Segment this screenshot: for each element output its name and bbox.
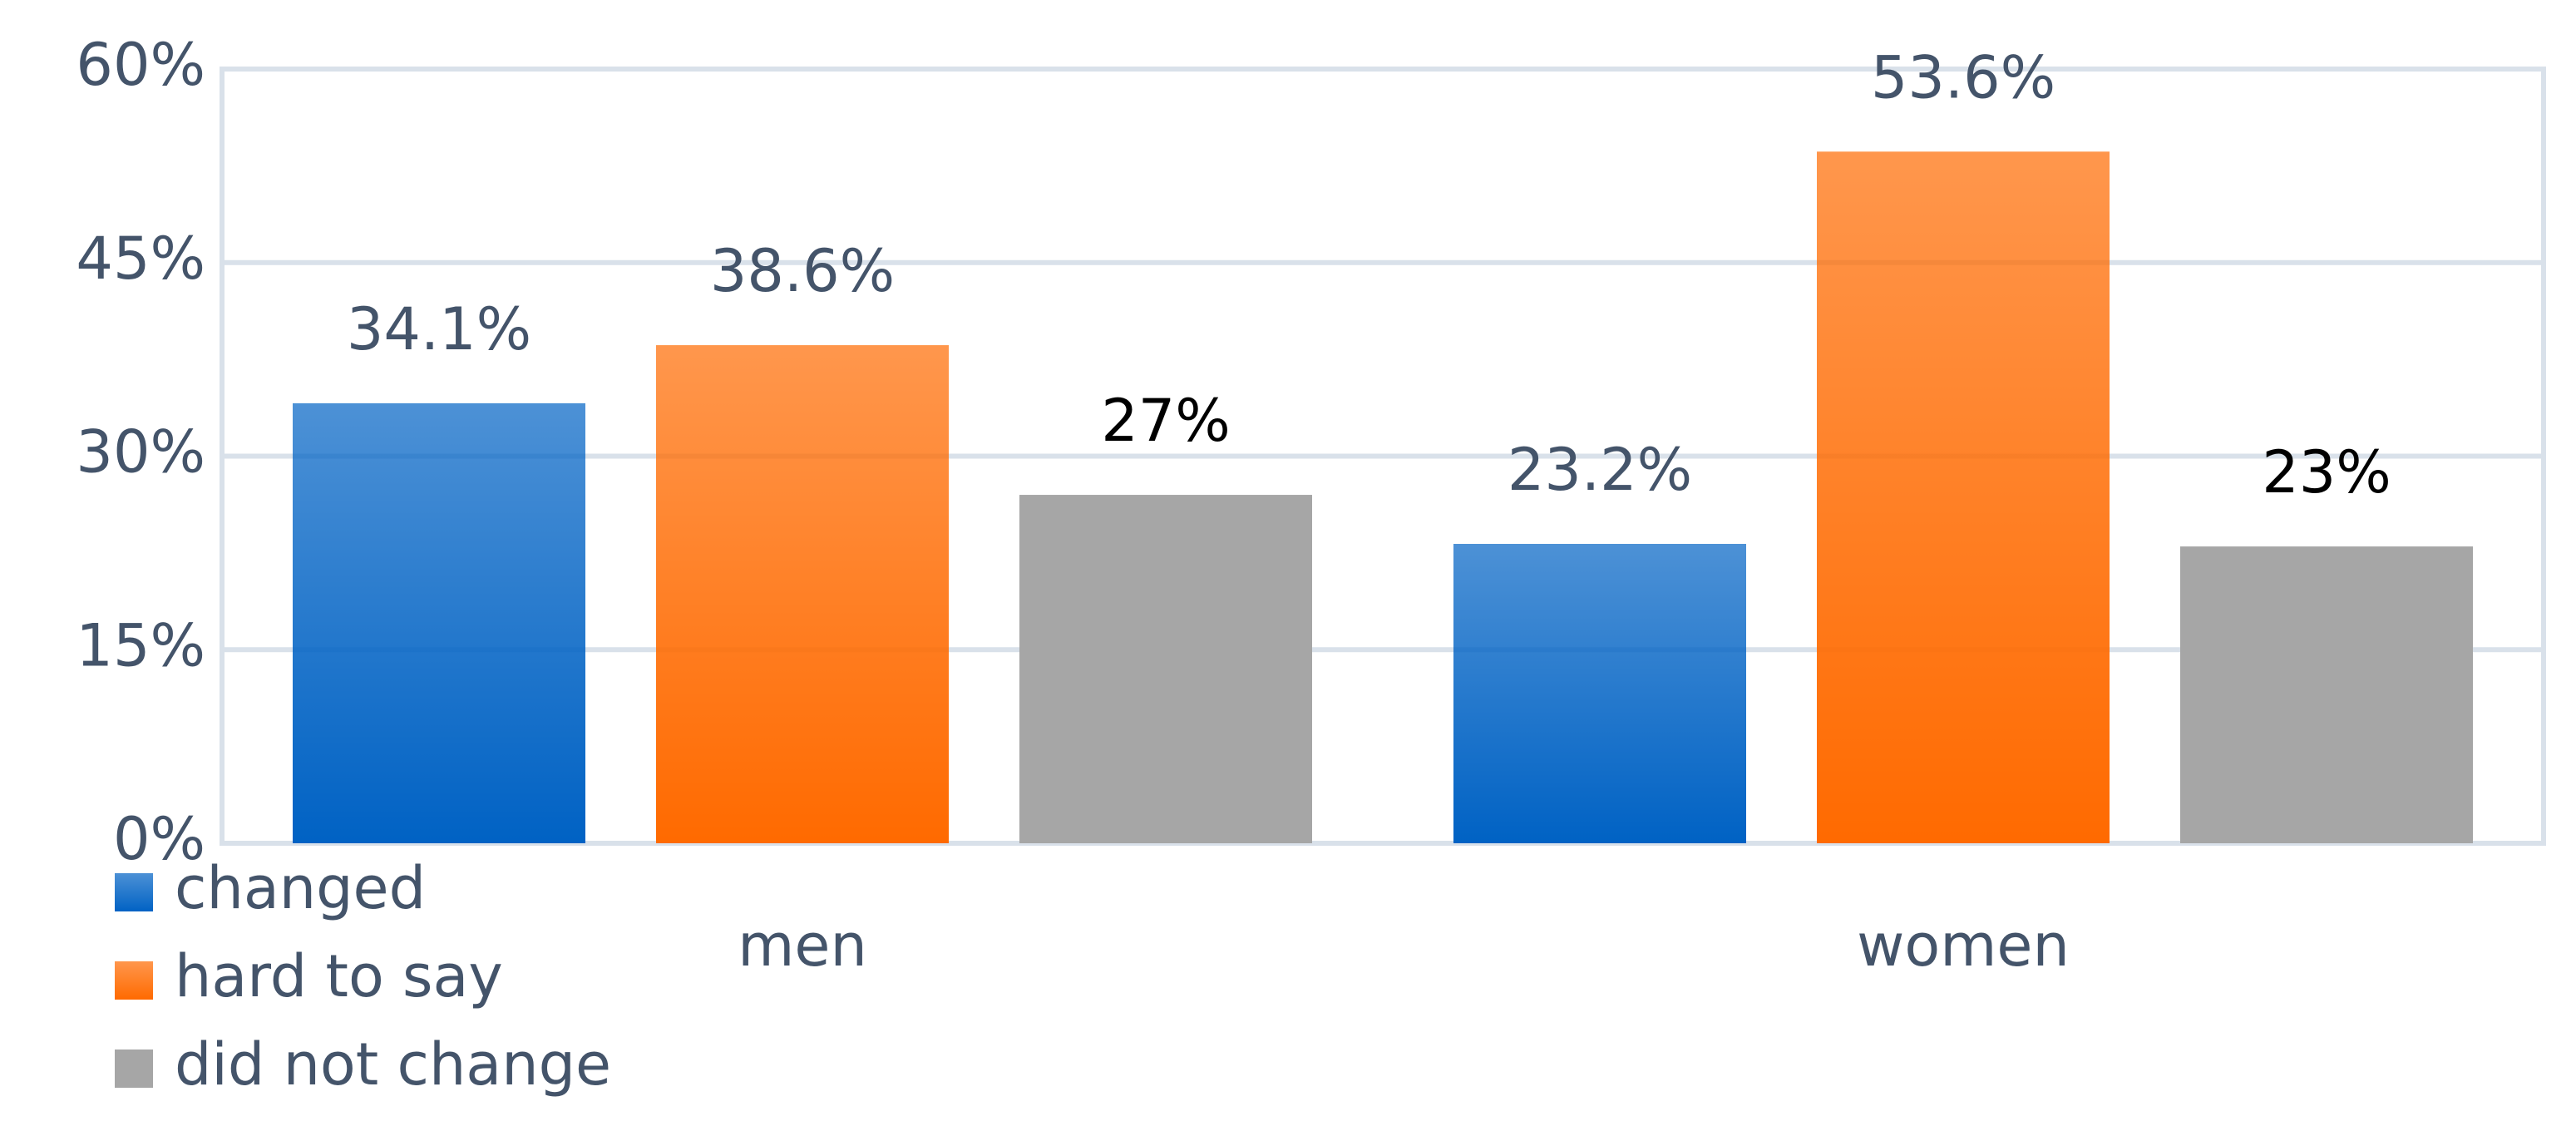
y-tick-label: 15%	[76, 611, 205, 679]
bar	[1019, 495, 1312, 843]
plot-frame	[220, 67, 2546, 846]
legend-swatch	[115, 873, 153, 911]
value-label: 27%	[1101, 387, 1231, 455]
legend-label: hard to say	[175, 942, 503, 1010]
bar	[2180, 546, 2473, 843]
value-label: 34.1%	[347, 295, 531, 363]
y-tick-label: 0%	[113, 805, 205, 873]
bar	[656, 345, 949, 844]
legend-swatch	[115, 1050, 153, 1088]
value-label: 38.6%	[710, 237, 895, 305]
x-tick-label: men	[738, 911, 867, 980]
y-tick-label: 60%	[76, 31, 205, 99]
y-tick-label: 45%	[76, 225, 205, 293]
bar	[1817, 151, 2110, 844]
value-label: 23.2%	[1508, 436, 1692, 504]
bar	[293, 403, 585, 843]
legend-swatch	[115, 961, 153, 1000]
legend-label: did not change	[175, 1030, 611, 1099]
x-tick-label: women	[1857, 911, 2070, 980]
bar	[1453, 544, 1746, 843]
legend-label: changed	[175, 854, 426, 922]
value-label: 53.6%	[1871, 43, 2055, 111]
value-label: 23%	[2262, 438, 2391, 506]
y-tick-label: 30%	[76, 418, 205, 486]
